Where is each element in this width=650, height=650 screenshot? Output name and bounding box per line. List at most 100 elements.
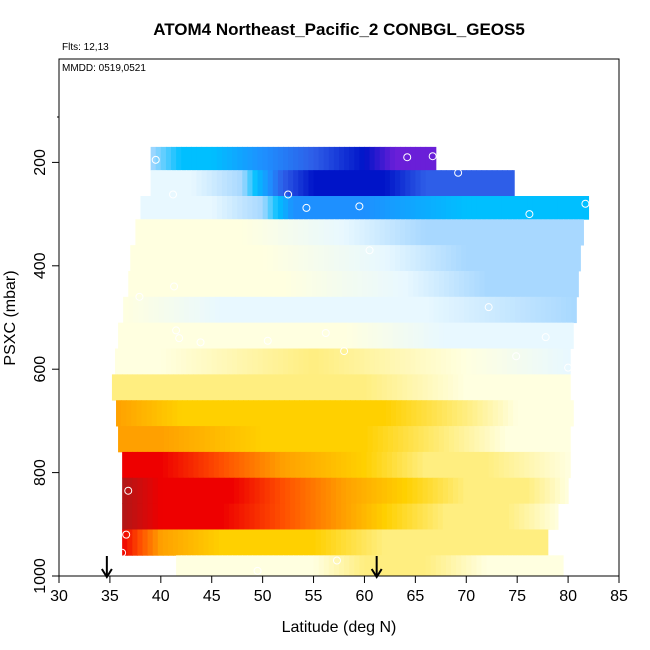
heatmap-cell xyxy=(264,374,271,401)
heatmap-cell xyxy=(265,322,272,349)
heatmap-cell xyxy=(133,322,140,349)
heatmap-cell xyxy=(330,374,337,401)
flights-annotation: Flts: 12,13 xyxy=(62,42,109,53)
heatmap-cell xyxy=(171,170,177,197)
heatmap-cell xyxy=(427,503,434,530)
heatmap-cell xyxy=(194,270,201,298)
heatmap-cell xyxy=(553,400,560,427)
heatmap-cell xyxy=(141,400,148,427)
heatmap-cell xyxy=(265,296,272,324)
heatmap-cell xyxy=(385,400,392,427)
heatmap-cell xyxy=(349,219,355,246)
heatmap-cell xyxy=(339,146,345,171)
observation-point xyxy=(454,168,463,177)
heatmap-cell xyxy=(471,219,478,246)
heatmap-cell xyxy=(216,196,223,220)
heatmap-cell xyxy=(250,426,257,453)
heatmap-cell xyxy=(148,296,155,324)
heatmap-cell xyxy=(367,270,374,298)
heatmap-cell xyxy=(427,477,434,505)
heatmap-cell xyxy=(468,374,474,401)
heatmap-cell xyxy=(345,400,351,427)
heatmap-cell xyxy=(199,322,206,349)
heatmap-cell xyxy=(247,146,254,171)
heatmap-cell xyxy=(528,400,535,427)
observation-point xyxy=(118,548,127,557)
heatmap-cell xyxy=(237,219,243,246)
heatmap-cell xyxy=(545,270,552,298)
heatmap-cell xyxy=(396,400,402,427)
heatmap-cell xyxy=(255,296,262,324)
heatmap-cell xyxy=(374,348,381,375)
heatmap-cell xyxy=(234,503,240,530)
heatmap-cell xyxy=(407,529,413,556)
heatmap-cell xyxy=(305,374,312,401)
heatmap-cell xyxy=(458,529,464,556)
heatmap-cell xyxy=(311,270,318,298)
heatmap-cell xyxy=(376,529,383,556)
heatmap-cell xyxy=(138,322,145,349)
heatmap-cell xyxy=(191,170,198,197)
heatmap-cell xyxy=(189,270,196,298)
heatmap-cell xyxy=(380,400,387,427)
heatmap-cell xyxy=(272,146,279,171)
heatmap-cell xyxy=(325,529,332,556)
heatmap-cell xyxy=(527,555,534,577)
heatmap-cell xyxy=(432,503,439,530)
heatmap-cell xyxy=(145,219,152,246)
flight-arrow-marker xyxy=(370,556,383,579)
heatmap-cell xyxy=(328,196,335,220)
heatmap-cell xyxy=(412,374,418,401)
heatmap-cell xyxy=(418,322,425,349)
heatmap-cell xyxy=(295,529,301,556)
heatmap-cell xyxy=(311,322,318,349)
heatmap-cell xyxy=(474,296,481,324)
heatmap-cell xyxy=(502,400,509,427)
heatmap-cell xyxy=(447,503,454,530)
heatmap-cell xyxy=(503,374,510,401)
heatmap-cell xyxy=(323,170,330,197)
heatmap-cell xyxy=(186,146,192,171)
heatmap-cell xyxy=(503,477,510,505)
heatmap-cell xyxy=(489,426,496,453)
heatmap-cell xyxy=(547,219,554,246)
heatmap-cell xyxy=(493,529,500,556)
heatmap-cell xyxy=(268,400,275,427)
heatmap-cell xyxy=(525,322,532,349)
heatmap-cell xyxy=(298,146,304,171)
heatmap-cell xyxy=(340,400,346,427)
heatmap-cell xyxy=(496,245,503,272)
heatmap-cell xyxy=(494,296,501,324)
heatmap-cell xyxy=(165,146,172,171)
heatmap-cell xyxy=(244,503,250,530)
heatmap-cell xyxy=(489,270,496,298)
heatmap-cell xyxy=(203,503,210,530)
heatmap-cell xyxy=(213,503,220,530)
heatmap-cell xyxy=(522,219,528,246)
heatmap-cell xyxy=(192,400,199,427)
x-tick-label: 80 xyxy=(559,588,577,605)
heatmap-cell xyxy=(135,348,142,375)
heatmap-cell xyxy=(257,196,264,220)
heatmap-cell xyxy=(123,296,129,324)
heatmap-cell xyxy=(420,245,427,272)
heatmap-cell xyxy=(193,451,200,479)
heatmap-cell xyxy=(403,322,409,349)
heatmap-cell xyxy=(147,503,154,530)
heatmap-cell xyxy=(344,555,350,577)
heatmap-cell xyxy=(214,270,221,298)
heatmap-cell xyxy=(555,270,562,298)
heatmap-cell xyxy=(432,477,439,505)
heatmap-cell xyxy=(291,296,297,324)
heatmap-cell xyxy=(161,400,168,427)
heatmap-cell xyxy=(483,451,490,479)
heatmap-cell xyxy=(321,296,328,324)
heatmap-cell xyxy=(515,296,521,324)
heatmap-cell xyxy=(520,322,526,349)
heatmap-cell xyxy=(463,529,469,556)
heatmap-cell xyxy=(247,196,254,220)
heatmap-cell xyxy=(318,245,325,272)
heatmap-cell xyxy=(560,270,567,298)
heatmap-cell xyxy=(428,426,435,453)
heatmap-cell xyxy=(355,400,361,427)
